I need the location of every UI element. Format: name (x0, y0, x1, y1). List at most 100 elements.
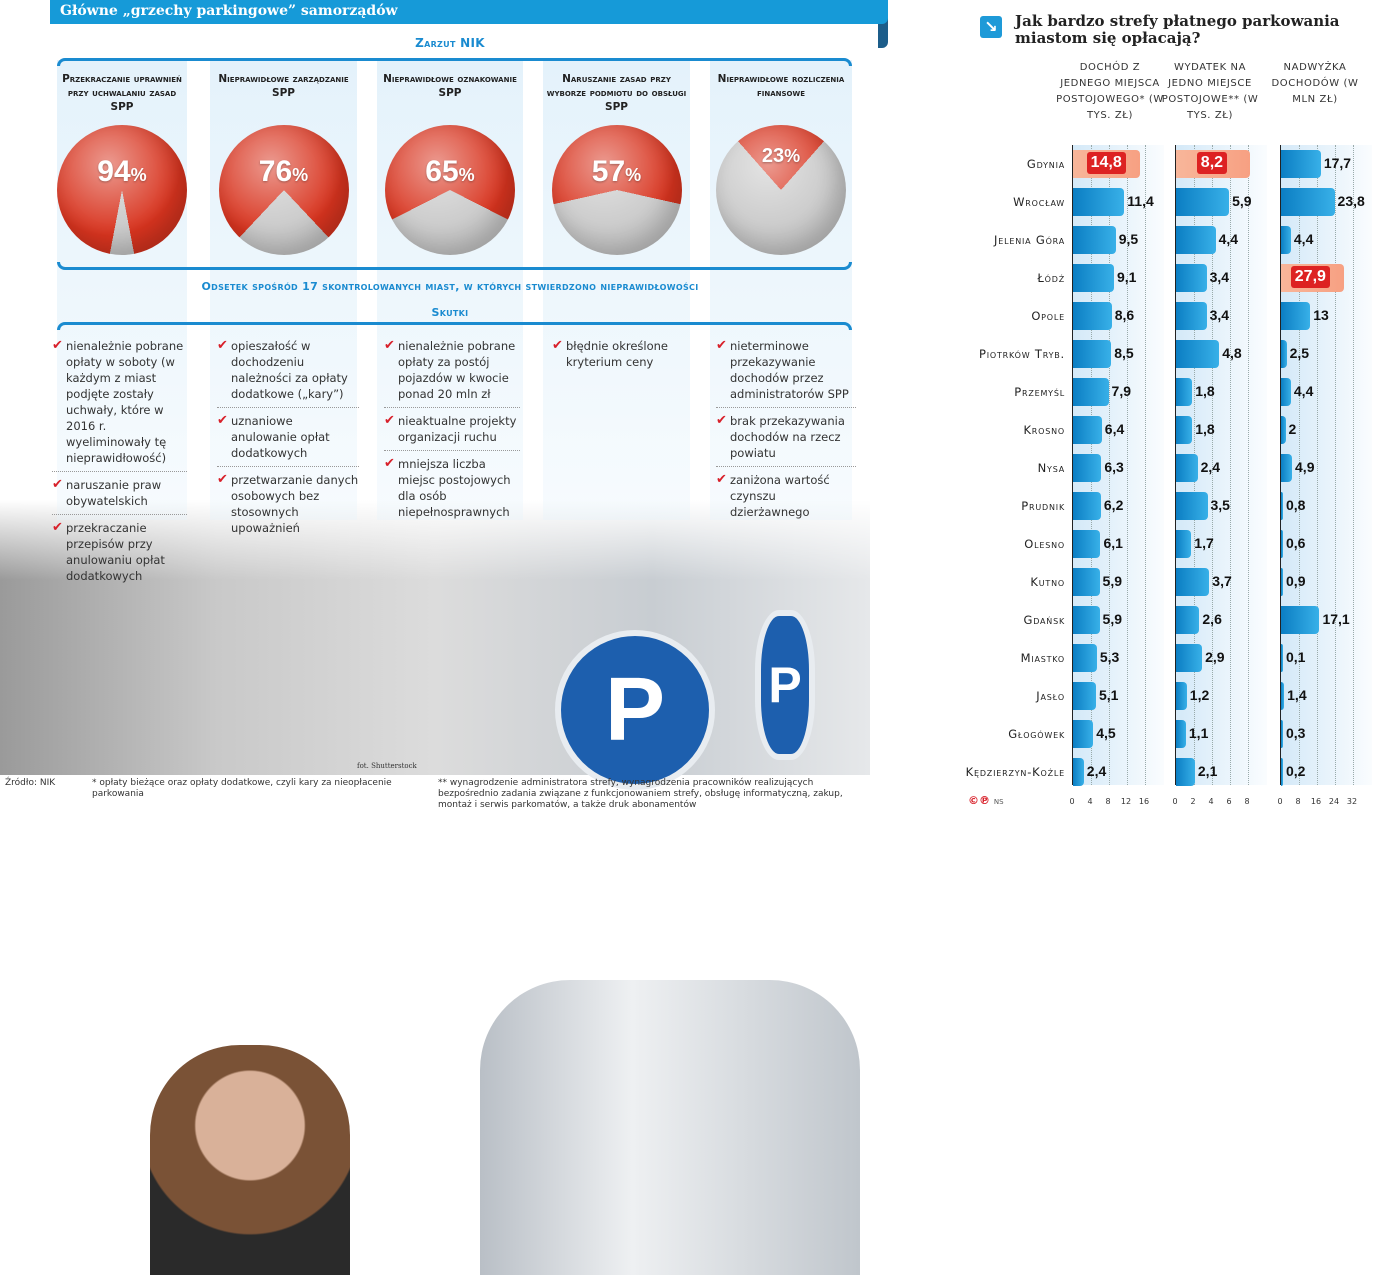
value-label: 1,8 (1195, 383, 1215, 399)
effect-text: opieszałość w dochodzeniu należności za … (231, 339, 348, 401)
effect-text: mniejsza liczba miejsc postojowych dla o… (398, 457, 511, 519)
footnote-2: ** wynagrodzenie administratora strefy, … (438, 778, 843, 810)
tick-label: 0 (1172, 797, 1178, 806)
bar (1176, 264, 1207, 292)
category-label: Jasło (1036, 689, 1065, 703)
value-label: 6,4 (1104, 421, 1125, 437)
value-label: 1,1 (1188, 725, 1209, 741)
category-label: Kutno (1030, 575, 1065, 589)
value-label: 0,3 (1286, 725, 1306, 741)
bar (1281, 340, 1287, 368)
value-label: 2 (1288, 421, 1297, 437)
series-header: Nadwyżka dochodów (w mln zł) (1271, 62, 1359, 105)
effect-item: ✔ zaniżona wartość czynszu dzierżawnego (716, 472, 856, 525)
percent-value: 65% (385, 155, 515, 189)
tick-label: 8 (1244, 797, 1250, 806)
gridline (1230, 145, 1231, 785)
bar (1073, 606, 1100, 634)
effect-item: ✔ brak przekazywania dochodów na rzecz po… (716, 413, 856, 467)
value-label: 0,8 (1286, 497, 1306, 513)
percent-pie (716, 125, 846, 255)
value-label: 4,4 (1218, 231, 1239, 247)
effect-text: błędnie określone kryterium ceny (566, 339, 668, 369)
effect-item: ✔ nieterminowe przekazywanie dochodów prz… (716, 338, 856, 408)
effect-text: uznaniowe anulowanie opłat dodatkowych (231, 414, 330, 460)
header-edge (878, 12, 888, 48)
category-label: Gdańsk (1023, 613, 1065, 627)
column-title: Naruszanie zasad przy wyborze podmiotu d… (546, 73, 687, 113)
category-label: Gdynia (1026, 157, 1065, 171)
value-label: 9,1 (1116, 269, 1137, 285)
page-title: Główne „grzechy parkingowe” samorządów (50, 0, 888, 24)
effects-list: ✔ opieszałość w dochodzeniu należności za… (217, 338, 359, 546)
category-label: Głogówek (1008, 727, 1065, 741)
effects-list: ✔ błędnie określone kryterium ceny (552, 338, 682, 380)
value-label: 3,5 (1210, 497, 1230, 513)
effect-text: nieterminowe przekazywanie dochodów prze… (730, 339, 849, 401)
tick-label: 2 (1190, 797, 1196, 806)
gridline (1145, 145, 1146, 785)
bar (1176, 720, 1186, 748)
percent-label: Odsetek spośród 17 skontrolowanych miast… (201, 280, 699, 293)
value-label: 0,2 (1286, 763, 1306, 779)
value-label: 2,9 (1205, 649, 1225, 665)
bar (1073, 758, 1084, 786)
effect-text: przetwarzanie danych osobowych bez stoso… (231, 473, 359, 535)
bar (1176, 644, 1203, 672)
category-label: Opole (1031, 309, 1065, 323)
percent-sign: % (625, 165, 642, 185)
gridline (1353, 145, 1354, 785)
bar (1281, 682, 1285, 710)
bar (1073, 644, 1097, 672)
value-label: 5,9 (1102, 573, 1123, 589)
value-label: 3,7 (1212, 573, 1232, 589)
skutki-label: Skutki (431, 306, 469, 319)
value-label: 8,5 (1114, 345, 1134, 361)
effect-text: naruszanie praw obywatelskich (66, 478, 162, 508)
value-label: 3,4 (1209, 307, 1230, 323)
percent-pie (218, 125, 349, 255)
effect-item: ✔ nienależnie pobrane opłaty za postój po… (384, 338, 520, 408)
category-label: Kędzierzyn-Koźle (965, 765, 1065, 779)
bar (1281, 188, 1335, 216)
effect-item: ✔ nieaktualne projekty organizacji ruchu (384, 413, 520, 451)
check-icon: ✔ (217, 413, 228, 428)
bar (1176, 758, 1195, 786)
brace (57, 262, 852, 270)
column-title: Nieprawidłowe rozliczenia finansowe (717, 73, 845, 99)
effect-item: ✔ błędnie określone kryterium ceny (552, 338, 682, 375)
column-title: Nieprawidłowe oznakowanie SPP (383, 73, 517, 99)
bar (1281, 644, 1283, 672)
column-title: Nieprawidłowe zarządzanie SPP (218, 73, 349, 99)
value-label: 0,9 (1286, 573, 1306, 589)
value-label: 1,7 (1194, 535, 1214, 551)
bar (1281, 378, 1291, 406)
tick-label: 8 (1105, 797, 1111, 806)
effects-list: ✔ nienależnie pobrane opłaty za postój po… (384, 338, 520, 530)
tick-label: 16 (1138, 797, 1150, 806)
percent-sign: % (784, 146, 801, 166)
check-icon: ✔ (716, 413, 727, 428)
bar (1281, 226, 1291, 254)
gridline (1299, 145, 1300, 785)
parking-icon: P (555, 630, 715, 790)
effect-text: nienależnie pobrane opłaty w soboty (w k… (66, 339, 184, 465)
bar (1281, 454, 1293, 482)
brace (57, 58, 852, 66)
source: Źródło: NIK (5, 778, 56, 788)
value-label: 5,1 (1098, 687, 1119, 703)
series-header: Wydatek na jedno miejsce postojowe** (w … (1161, 62, 1259, 121)
value-label: 4,5 (1096, 725, 1116, 741)
bar (1073, 682, 1096, 710)
bar (1176, 226, 1216, 254)
value-label: 6,3 (1104, 459, 1124, 475)
category-label: Miastko (1020, 651, 1065, 665)
category-label: Piotrków Tryb. (978, 347, 1065, 361)
value-label: 5,9 (1102, 611, 1123, 627)
effect-item: ✔ mniejsza liczba miejsc postojowych dla … (384, 456, 520, 525)
percent-sign: % (130, 165, 147, 185)
value-label: 8,6 (1114, 307, 1135, 323)
bar (1176, 378, 1193, 406)
value-label: 4,4 (1293, 231, 1314, 247)
value-label: 13 (1313, 307, 1329, 323)
